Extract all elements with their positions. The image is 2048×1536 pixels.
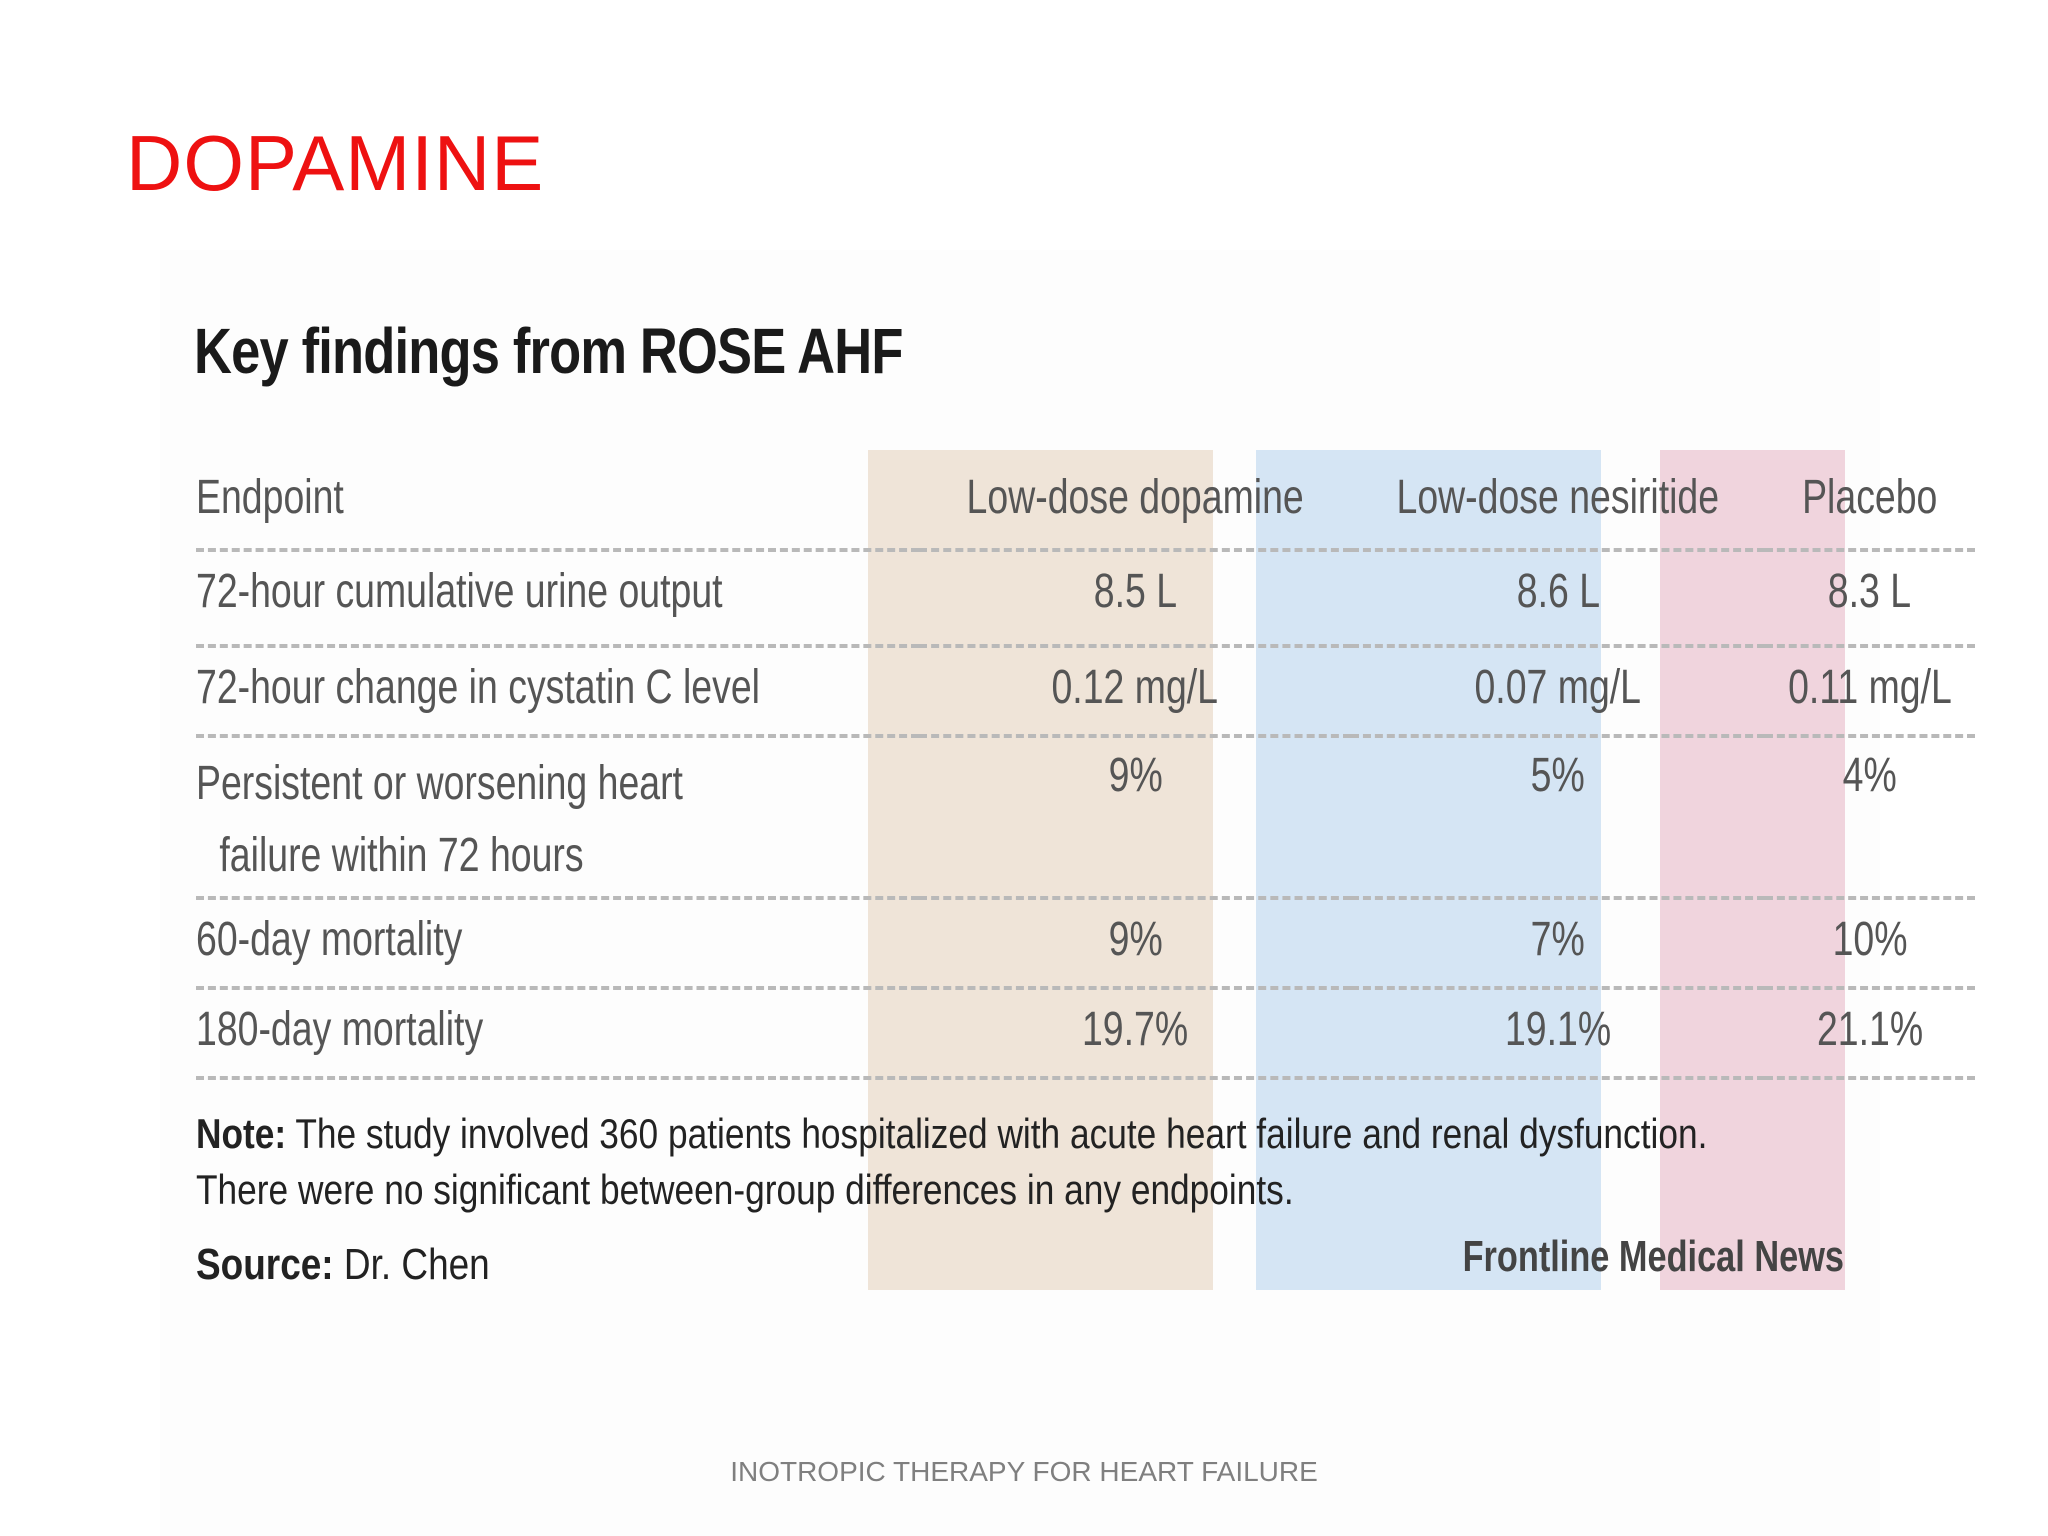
placebo-cell: 10% xyxy=(1764,898,1975,990)
note-label: Note: xyxy=(196,1110,287,1157)
source-line: Source: Dr. Chen xyxy=(196,1240,490,1290)
table-row: 72-hour change in cystatin C level 0.12 … xyxy=(196,646,1975,738)
nesiritide-cell: 19.1% xyxy=(1351,988,1765,1080)
table-row: 72-hour cumulative urine output 8.5 L 8.… xyxy=(196,550,1975,648)
dopamine-cell: 9% xyxy=(919,736,1352,900)
header-dopamine: Low-dose dopamine xyxy=(919,450,1352,552)
header-placebo: Placebo xyxy=(1764,450,1975,552)
nesiritide-cell: 7% xyxy=(1351,898,1765,990)
note-text-line2: There were no significant between-group … xyxy=(196,1166,1294,1213)
endpoint-cell: 60-day mortality xyxy=(196,898,920,990)
endpoint-cell: 72-hour change in cystatin C level xyxy=(196,646,920,738)
dopamine-cell: 9% xyxy=(919,898,1352,990)
table-header-row: Endpoint Low-dose dopamine Low-dose nesi… xyxy=(196,450,1975,552)
nesiritide-cell: 0.07 mg/L xyxy=(1351,646,1765,738)
findings-table: Endpoint Low-dose dopamine Low-dose nesi… xyxy=(196,450,1975,1080)
header-endpoint: Endpoint xyxy=(196,450,920,552)
figure-heading: Key findings from ROSE AHF xyxy=(194,315,903,387)
dopamine-cell: 8.5 L xyxy=(919,550,1352,648)
placebo-cell: 8.3 L xyxy=(1764,550,1975,648)
table-row: 180-day mortality 19.7% 19.1% 21.1% xyxy=(196,988,1975,1080)
placebo-cell: 0.11 mg/L xyxy=(1764,646,1975,738)
source-value: Dr. Chen xyxy=(333,1240,490,1289)
header-nesiritide: Low-dose nesiritide xyxy=(1351,450,1765,552)
dopamine-cell: 19.7% xyxy=(919,988,1352,1080)
table-row: Persistent or worsening heart failure wi… xyxy=(196,736,1975,900)
endpoint-cell: 72-hour cumulative urine output xyxy=(196,550,920,648)
endpoint-cell: Persistent or worsening heart failure wi… xyxy=(196,736,920,900)
nesiritide-cell: 8.6 L xyxy=(1351,550,1765,648)
nesiritide-cell: 5% xyxy=(1351,736,1765,900)
slide-footer: INOTROPIC THERAPY FOR HEART FAILURE xyxy=(730,1456,1318,1487)
study-note: Note: The study involved 360 patients ho… xyxy=(196,1106,1856,1218)
slide-title: DOPAMINE xyxy=(126,119,545,207)
table-row: 60-day mortality 9% 7% 10% xyxy=(196,898,1975,990)
dopamine-cell: 0.12 mg/L xyxy=(919,646,1352,738)
endpoint-cell: 180-day mortality xyxy=(196,988,920,1080)
placebo-cell: 4% xyxy=(1764,736,1975,900)
source-label: Source: xyxy=(196,1240,334,1289)
placebo-cell: 21.1% xyxy=(1764,988,1975,1080)
findings-figure: Key findings from ROSE AHF Endpoint Low-… xyxy=(160,250,1975,1536)
publisher-credit: Frontline Medical News xyxy=(1462,1232,1844,1281)
note-text-line1: The study involved 360 patients hospital… xyxy=(286,1110,1708,1157)
